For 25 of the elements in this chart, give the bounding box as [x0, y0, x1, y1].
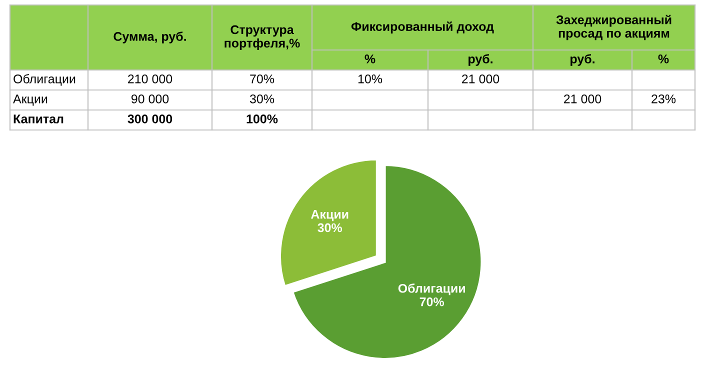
- data-label: 70%: [420, 297, 444, 306]
- text: Фиксированный доход: [351, 22, 494, 34]
- text: 100%: [246, 114, 278, 124]
- category-label: руб.: [570, 54, 594, 66]
- text: 21 000: [462, 74, 500, 84]
- slice-label: Облигации: [398, 284, 465, 296]
- category-label: %: [364, 54, 376, 64]
- text: 300 000: [128, 114, 172, 124]
- category-label: Облигации: [14, 74, 76, 86]
- data-label: 30%: [318, 223, 342, 232]
- text: 70%: [250, 74, 274, 84]
- category-label: %: [658, 54, 669, 64]
- text: 21 000: [564, 94, 602, 104]
- category-label: руб.: [468, 54, 492, 66]
- category-label: Сумма, руб.: [114, 32, 186, 44]
- text: 30%: [250, 94, 274, 104]
- text: 210 000: [128, 74, 172, 84]
- category-label: Структура портфеля,%: [224, 25, 300, 50]
- text: 10%: [358, 74, 382, 84]
- text: 90 000: [131, 94, 169, 104]
- text: 23%: [652, 94, 676, 104]
- category-label: Капитал: [14, 114, 64, 124]
- slice-label: Акции: [311, 210, 348, 222]
- text: Захеджированный просад по акциям: [556, 14, 672, 40]
- category-label: Акции: [13, 94, 48, 106]
